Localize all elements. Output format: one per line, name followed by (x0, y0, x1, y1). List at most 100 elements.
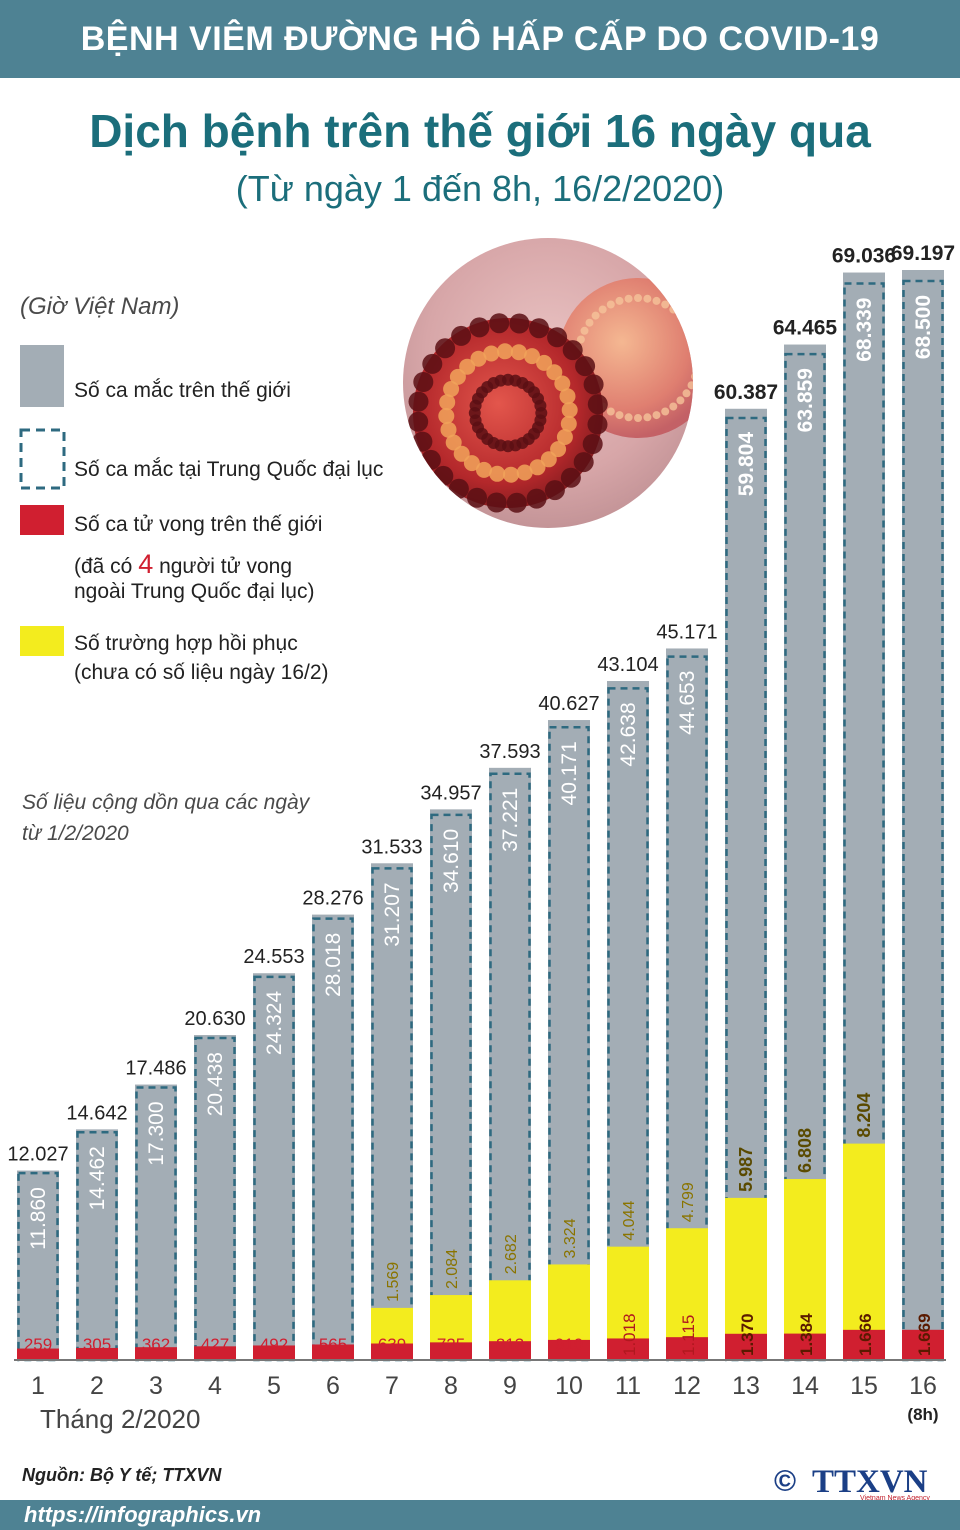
china-cases-label: 37.221 (499, 788, 522, 852)
legend-label-recovered: Số trường hợp hồi phục (74, 632, 298, 655)
world-cases-bar (253, 973, 295, 1360)
deaths-bar (135, 1347, 177, 1360)
world-cases-label: 37.593 (479, 741, 540, 763)
recovered-bar (843, 1143, 885, 1360)
legend-recovered-note: (chưa có số liệu ngày 16/2) (74, 661, 329, 684)
world-cases-label: 24.553 (243, 946, 304, 968)
recovered-label: 6.808 (795, 1128, 815, 1173)
world-cases-bar (489, 767, 531, 1360)
page-title: Dịch bệnh trên thế giới 16 ngày qua (89, 105, 871, 157)
deaths-bar (194, 1346, 236, 1360)
world-cases-label: 69.036 (832, 245, 896, 268)
deaths-label: 1.018 (620, 1313, 639, 1356)
recovered-label: 8.204 (854, 1093, 874, 1138)
legend-label-china-cases: Số ca mắc tại Trung Quốc đại lục (74, 458, 384, 481)
deaths-label: 565 (319, 1335, 347, 1354)
x-tick-label: 12 (673, 1372, 701, 1400)
deaths-label: 427 (201, 1335, 229, 1354)
china-cases-label: 31.207 (381, 882, 404, 946)
deaths-label: 305 (83, 1335, 111, 1354)
x-tick-label: 3 (149, 1372, 163, 1400)
x-tick-label: 14 (791, 1372, 819, 1400)
world-cases-bar (430, 809, 472, 1360)
deaths-label: 725 (437, 1335, 465, 1354)
world-cases-label: 45.171 (656, 621, 717, 643)
header-band: BỆNH VIÊM ĐƯỜNG HÔ HẤP CẤP DO COVID-19 (0, 0, 960, 78)
world-cases-label: 20.630 (184, 1008, 245, 1030)
legend-deaths-note-line2: ngoài Trung Quốc đại lục) (74, 580, 315, 603)
legend-deaths-note: (đã có 4 người tử vong (74, 550, 292, 581)
china-cases-bar (253, 975, 295, 1362)
deaths-label: 1.669 (915, 1313, 934, 1356)
deaths-label: 813 (496, 1335, 524, 1354)
deaths-bar (725, 1333, 767, 1360)
china-cases-label: 11.860 (27, 1187, 50, 1250)
world-cases-label: 17.486 (125, 1058, 186, 1080)
deaths-bar (371, 1343, 413, 1360)
x-tick-label: 7 (385, 1372, 399, 1400)
deaths-bar (902, 1329, 944, 1360)
world-cases-label: 64.465 (773, 317, 838, 340)
x-tick-note: (8h) (907, 1405, 938, 1424)
x-tick-label: 2 (90, 1372, 104, 1400)
page-subtitle: (Từ ngày 1 đến 8h, 16/2/2020) (235, 168, 725, 209)
china-cases-label: 28.018 (322, 933, 345, 997)
x-tick-label: 15 (850, 1372, 878, 1400)
china-cases-label: 20.438 (204, 1052, 227, 1116)
china-cases-label: 59.804 (735, 432, 758, 497)
world-cases-label: 31.533 (361, 836, 422, 858)
world-cases-bar (17, 1170, 59, 1360)
logo-symbol: © (774, 1465, 796, 1498)
virus-image (403, 238, 693, 528)
cumulative-note-line2: từ 1/2/2020 (22, 822, 129, 845)
deaths-bar (430, 1342, 472, 1360)
cumulative-note-line1: Số liệu cộng dồn qua các ngày (22, 791, 310, 814)
x-tick-label: 5 (267, 1372, 281, 1400)
world-cases-bar (371, 863, 413, 1360)
deaths-bar (253, 1345, 295, 1360)
world-cases-bar (902, 270, 944, 1360)
recovered-bar (784, 1179, 826, 1360)
legend-swatch-deaths (20, 505, 64, 535)
china-cases-label: 34.610 (440, 829, 463, 893)
x-tick-label: 9 (503, 1372, 517, 1400)
world-cases-label: 60.387 (714, 381, 778, 404)
deaths-bar (607, 1338, 649, 1360)
china-cases-label: 24.324 (263, 991, 286, 1056)
china-cases-bar (902, 279, 944, 1362)
legend-label-world-cases: Số ca mắc trên thế giới (74, 379, 291, 402)
x-tick-label: 13 (732, 1372, 760, 1400)
ttxvn-logo: © TTXVN Vietnam News Agency (774, 1464, 930, 1502)
china-cases-label: 14.462 (86, 1146, 109, 1210)
deaths-label: 362 (142, 1335, 170, 1354)
deaths-bar (489, 1341, 531, 1360)
virus-illustration (403, 238, 693, 528)
logo-tagline: Vietnam News Agency (860, 1495, 930, 1502)
x-tick-label: 6 (326, 1372, 340, 1400)
world-cases-bar (76, 1129, 118, 1360)
x-tick-label: 16 (909, 1372, 937, 1400)
china-cases-bar (135, 1086, 177, 1362)
china-cases-bar (784, 352, 826, 1362)
china-cases-label: 44.653 (676, 671, 699, 735)
world-cases-label: 69.197 (891, 242, 955, 265)
x-tick-label: 11 (615, 1372, 641, 1400)
deaths-note-after: người tử vong (153, 555, 293, 578)
x-tick-label: 1 (31, 1372, 45, 1400)
china-cases-label: 42.638 (617, 702, 640, 766)
deaths-bar (666, 1337, 708, 1360)
world-cases-label: 14.642 (66, 1102, 127, 1124)
deaths-label: 1.370 (738, 1313, 757, 1356)
x-tick-label: 10 (555, 1372, 583, 1400)
deaths-label: 910 (555, 1335, 583, 1354)
china-cases-label: 68.500 (912, 295, 935, 359)
recovered-label: 2.084 (444, 1249, 461, 1289)
recovered-label: 4.799 (680, 1182, 697, 1222)
world-cases-label: 40.627 (538, 693, 599, 715)
deaths-bar (784, 1333, 826, 1360)
china-cases-label: 63.859 (794, 368, 817, 432)
deaths-note-before: (đã có (74, 555, 139, 578)
logo-text: TTXVN (812, 1464, 928, 1500)
